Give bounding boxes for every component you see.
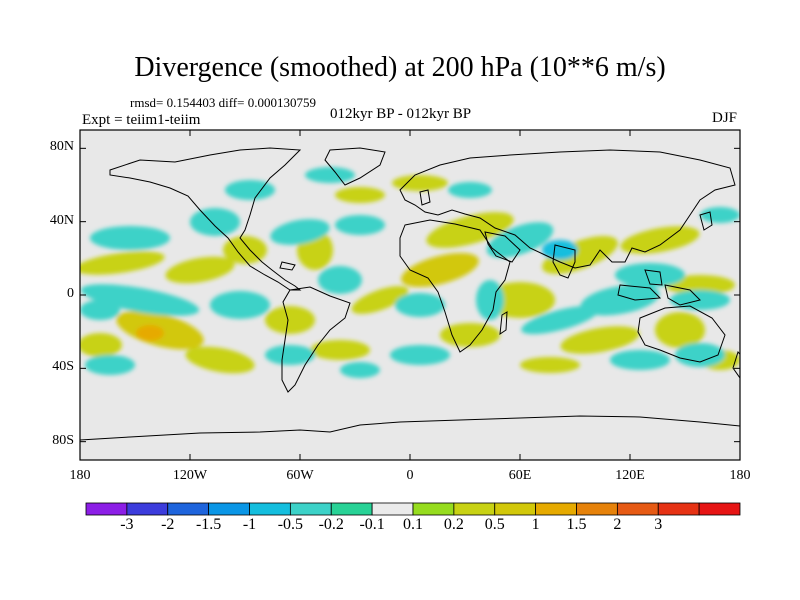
- x-tick-label: 60E: [508, 468, 532, 483]
- axis-ticks: [79, 130, 741, 460]
- colorbar-swatch: [698, 502, 741, 516]
- stats-label: rmsd= 0.154403 diff= 0.000130759: [130, 95, 316, 110]
- colorbar-swatch: [249, 502, 291, 516]
- y-tick-label: 0: [67, 286, 74, 301]
- colorbar-tick-label: 0.1: [403, 516, 423, 533]
- x-tick-label: 180: [729, 468, 751, 483]
- coastlines: [80, 147, 740, 441]
- colorbar-swatch: [412, 502, 455, 516]
- x-tick-label: 120E: [615, 468, 645, 483]
- colorbar-swatch: [289, 502, 332, 516]
- colorbar-swatch: [616, 502, 659, 516]
- colorbar-swatch: [494, 502, 537, 516]
- colorbar-swatch: [657, 502, 700, 516]
- colorbar-swatch: [208, 502, 250, 516]
- colorbar-swatch: [576, 502, 618, 516]
- colorbar-tick-label: -1.5: [195, 516, 222, 533]
- y-tick-label: 40N: [49, 212, 74, 228]
- colorbar-tick-label: -0.2: [318, 516, 344, 533]
- period-label: 012kyr BP - 012kyr BP: [330, 106, 472, 122]
- colorbar-tick-label: -2: [161, 516, 175, 533]
- colorbar-swatch: [371, 502, 414, 516]
- colorbar-tick-label: 3: [654, 516, 663, 533]
- season-label: DJF: [712, 110, 738, 126]
- colorbar-tick-label: -3: [120, 516, 134, 533]
- colorbar-tick-label: -1: [242, 516, 257, 533]
- colorbar-tick-label: 1: [531, 516, 540, 533]
- colorbar-tick-label: 2: [613, 516, 622, 533]
- colorbar-tick-label: 1.5: [566, 516, 587, 533]
- colorbar-tick-label: -0.5: [277, 516, 304, 533]
- colorbar-tick-label: 0.5: [484, 516, 505, 533]
- colorbar-swatch: [330, 502, 373, 516]
- y-tick-label: 80N: [49, 139, 74, 155]
- colorbar-swatch: [167, 502, 210, 516]
- colorbar: [85, 502, 741, 516]
- x-tick-label: 0: [406, 468, 414, 483]
- x-tick-label: 120W: [172, 468, 208, 483]
- colorbar-swatch: [453, 502, 496, 516]
- divergence-field: [80, 167, 740, 378]
- colorbar-swatch: [535, 502, 577, 516]
- x-tick-label: 180: [69, 468, 91, 483]
- y-tick-label: 40S: [52, 359, 74, 375]
- colorbar-tick-label: -0.1: [359, 516, 385, 533]
- colorbar-tick-label: 0.2: [443, 516, 464, 533]
- y-tick-label: 80S: [52, 432, 74, 448]
- experiment-label: Expt = teiim1-teiim: [82, 112, 201, 128]
- colorbar-swatch: [126, 502, 169, 516]
- plot-title: Divergence (smoothed) at 200 hPa (10**6 …: [134, 52, 666, 83]
- x-tick-label: 60W: [286, 468, 314, 483]
- colorbar-swatch: [85, 502, 128, 516]
